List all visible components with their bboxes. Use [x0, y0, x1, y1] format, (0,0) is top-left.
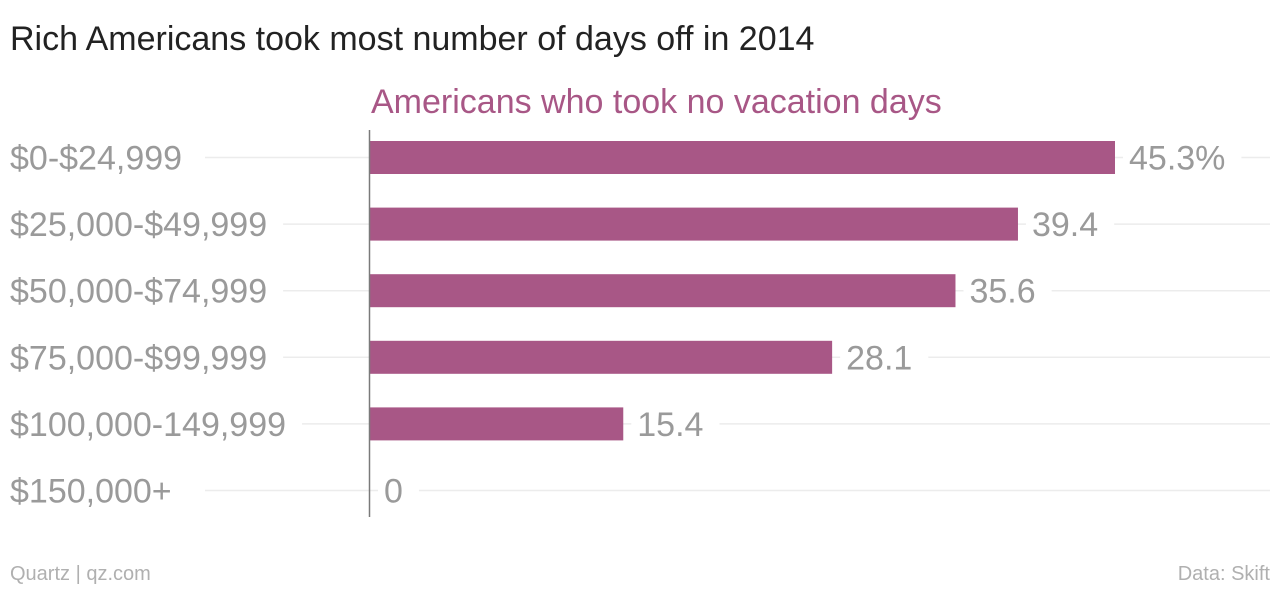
value-label: 15.4 [637, 406, 703, 444]
grid-gap [378, 486, 419, 495]
grid-gap [1123, 153, 1242, 162]
footer-data-credit: Data: Skift [1178, 563, 1271, 585]
category-label: $25,000-$49,999 [10, 206, 267, 244]
bar [370, 141, 1115, 174]
bars [370, 141, 1115, 441]
chart-title: Rich Americans took most number of days … [10, 20, 814, 58]
bar [370, 207, 1018, 241]
bar [370, 407, 624, 441]
value-label: 35.6 [969, 273, 1035, 311]
category-label: $100,000-149,999 [10, 406, 286, 444]
value-labels: 45.3% 39.4 35.6 28.1 15.4 0 [384, 140, 1225, 511]
bar [370, 340, 833, 374]
grid-gap [1025, 220, 1115, 229]
category-labels: $0-$24,999 $25,000-$49,999 $50,000-$74,999… [10, 140, 286, 511]
grid-gap [963, 286, 1052, 295]
category-label: $0-$24,999 [10, 140, 182, 178]
category-label: $75,000-$99,999 [10, 339, 267, 377]
grid-gap [8, 153, 199, 162]
grid-gap [8, 353, 284, 362]
series-title: Americans who took no vacation days [371, 83, 942, 121]
footer-source: Quartz | qz.com [10, 563, 151, 585]
bar [370, 274, 956, 308]
value-label: 45.3% [1129, 140, 1225, 178]
category-label: $150,000+ [10, 473, 172, 511]
grid-gap [840, 353, 929, 362]
grid-gap [8, 286, 284, 295]
value-label: 28.1 [846, 339, 912, 377]
grid-gap [631, 419, 720, 428]
grid-gap [8, 220, 284, 229]
grid-gap [8, 419, 303, 428]
value-label: 39.4 [1032, 206, 1098, 244]
grid-gap [8, 486, 188, 495]
category-label: $50,000-$74,999 [10, 273, 267, 311]
value-label: 0 [384, 473, 403, 511]
